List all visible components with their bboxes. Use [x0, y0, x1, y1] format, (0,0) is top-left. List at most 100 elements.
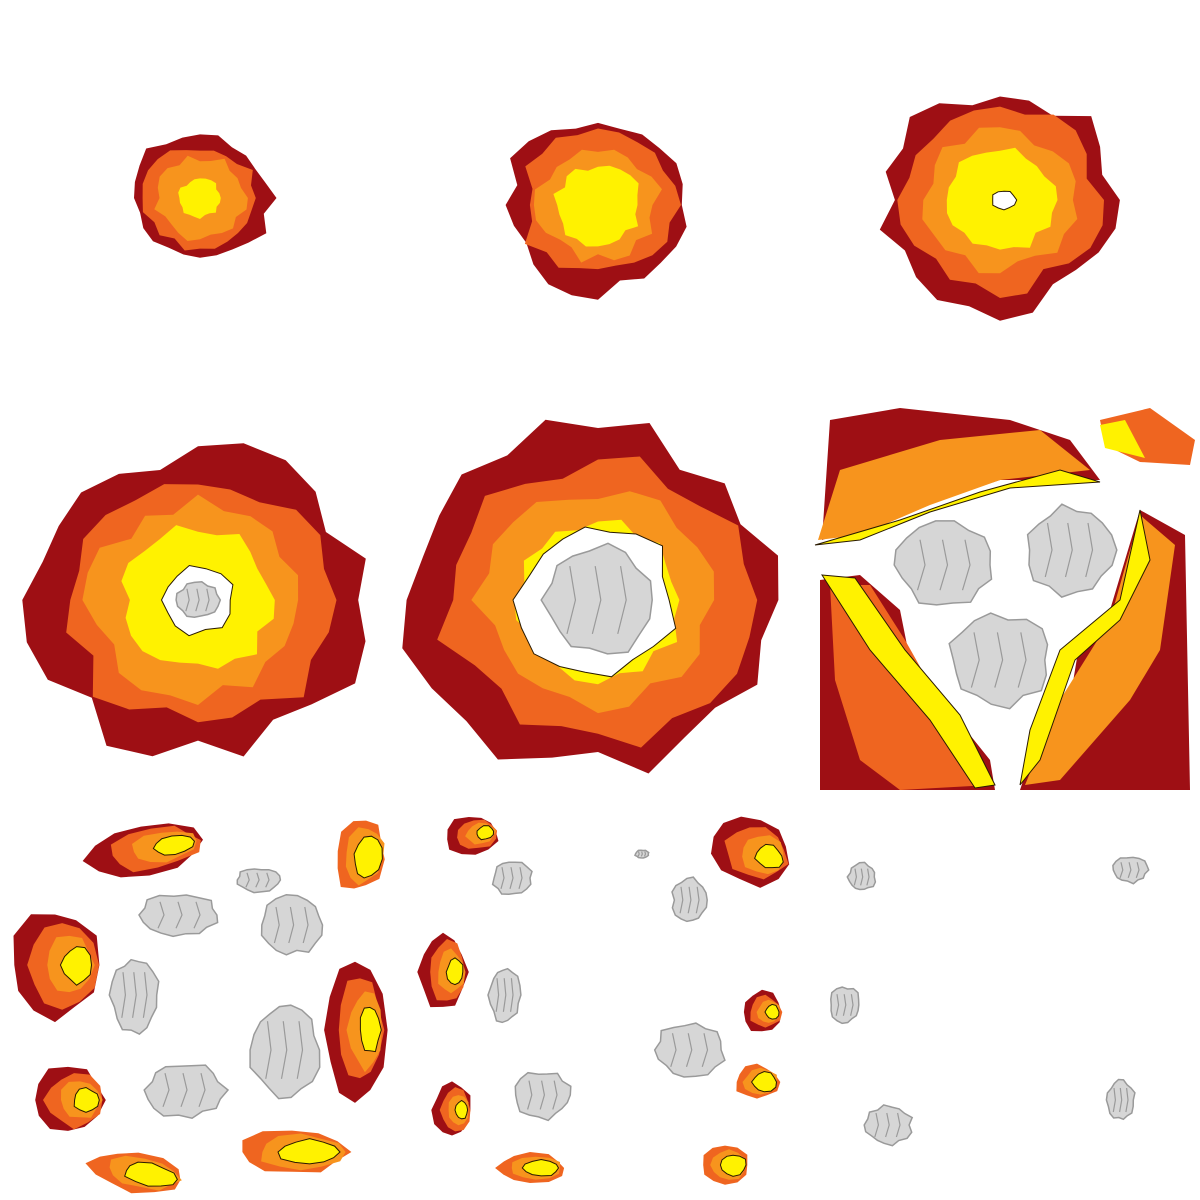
- frame-2-layer-4: [553, 165, 639, 247]
- frame-8-smoke-4: [487, 967, 522, 1024]
- frame-7-smoke-1-crack: [265, 872, 270, 888]
- frame-6-top-shard-edge: [814, 469, 1101, 546]
- frame-9-smoke-3-crack: [850, 994, 854, 1016]
- frame-5: [402, 419, 779, 774]
- frame-7-shard-4-band-4: [359, 1006, 382, 1053]
- frame-8-shard-1: [447, 816, 499, 855]
- frame-6-smoke-1-crack: [961, 539, 971, 591]
- frame-7-shard-5-band-4: [73, 1086, 100, 1113]
- frame-9-smoke-5-crack: [1119, 1087, 1123, 1113]
- frame-8-smoke-5-crack: [670, 1033, 677, 1067]
- frame-6-left-shard-edge: [821, 574, 996, 789]
- frame-9-smoke-5-crack: [1112, 1087, 1117, 1113]
- frame-5-core-smoke-crack: [566, 566, 577, 634]
- frame-5-core-smoke-crack: [591, 566, 602, 634]
- frame-7-smoke-3: [260, 893, 324, 956]
- frame-8-smoke-1-crack: [640, 851, 643, 857]
- frame-8-smoke-2: [491, 861, 533, 895]
- frame-6-smoke-3-crack: [994, 632, 1004, 688]
- frame-8-shard-3-band-4: [445, 957, 464, 986]
- frame-7-smoke-6-crack: [198, 1073, 206, 1108]
- frame-8-smoke-3: [671, 876, 708, 923]
- frame-7-smoke-2: [138, 894, 219, 938]
- frame-7-smoke-4: [108, 958, 160, 1035]
- frame-9-smoke-4: [863, 1104, 914, 1147]
- frame-6-smoke-3-crack: [970, 632, 980, 688]
- frame-9: [830, 856, 1150, 1147]
- frame-7-shard-2: [337, 820, 385, 889]
- frame-6-top-shard-mid: [818, 430, 1090, 540]
- frame-8-shard-6: [431, 1081, 471, 1136]
- frame-4-core-smoke-crack: [205, 588, 210, 612]
- frame-7-smoke-4-crack: [132, 972, 137, 1018]
- frame-9-smoke-1-crack: [860, 868, 864, 886]
- frame-8-smoke-3-crack: [695, 886, 700, 914]
- frame-8-shard-4: [743, 989, 783, 1032]
- frame-7-smoke-3-crack: [273, 906, 280, 944]
- frame-8-smoke-2-crack: [500, 867, 505, 889]
- frame-7-smoke-5-crack: [265, 1021, 272, 1079]
- frame-7-smoke-3-crack: [288, 906, 295, 944]
- frame-8-smoke-4-crack: [495, 978, 500, 1012]
- frame-7-shard-4: [324, 961, 388, 1103]
- frame-6-right-shard-edge: [1019, 509, 1151, 786]
- frame-7-shard-7-band-3: [277, 1138, 341, 1165]
- frame-8-smoke-6-crack: [527, 1080, 533, 1110]
- frame-7-shard-3: [13, 914, 100, 1023]
- frame-7-shard-2-band-3: [353, 835, 383, 879]
- frame-8-shard-5-band-3: [750, 1070, 778, 1093]
- frame-8-smoke-6-crack: [539, 1080, 546, 1110]
- frame-6-smoke-2-crack: [1044, 522, 1053, 578]
- frame-8-shard-7-band-3: [521, 1158, 560, 1177]
- frame-6-smoke-1: [893, 520, 993, 606]
- frame-7-shard-7: [242, 1130, 352, 1173]
- frame-8-shard-5: [736, 1063, 781, 1099]
- frame-7-smoke-4-crack: [121, 972, 127, 1018]
- frame-8-smoke-2-crack: [509, 867, 514, 889]
- frame-9-smoke-1-crack: [866, 868, 870, 886]
- frame-7-smoke-4-crack: [142, 972, 148, 1018]
- frame-6-corner-shard-edge: [1100, 420, 1145, 458]
- frame-9-smoke-4-crack: [874, 1112, 880, 1138]
- frame-8-smoke-3-crack: [687, 886, 692, 914]
- frame-9-smoke-3-crack: [842, 994, 847, 1016]
- frame-4-core-smoke-crack: [185, 588, 190, 612]
- frame-8: [417, 816, 790, 1185]
- frame-7-shard-1-band-4: [152, 834, 196, 856]
- frame-9-smoke-5-crack: [1125, 1087, 1129, 1113]
- frame-7-smoke-2-crack: [175, 901, 183, 929]
- frame-7-shard-5: [35, 1066, 106, 1131]
- frame-8-smoke-4-crack: [510, 978, 514, 1012]
- frame-8-shard-7: [495, 1152, 565, 1183]
- frame-7-smoke-1-crack: [255, 872, 260, 888]
- frame-7-shard-6: [85, 1152, 182, 1194]
- frame-9-smoke-5: [1105, 1078, 1136, 1121]
- frame-9-smoke-4-crack: [895, 1112, 901, 1138]
- frame-8-smoke-3-crack: [679, 886, 684, 914]
- frame-7-smoke-6-crack: [162, 1073, 170, 1108]
- frame-7-smoke-2-crack: [193, 901, 201, 929]
- frame-7: [13, 820, 388, 1194]
- frame-8-shard-8-band-3: [719, 1154, 747, 1177]
- frame-8-shard-8: [703, 1145, 748, 1185]
- frame-9-smoke-1-crack: [853, 868, 858, 886]
- frame-3-core-hole: [992, 190, 1018, 211]
- frame-9-smoke-2-crack: [1135, 862, 1140, 878]
- frame-8-smoke-5-crack: [701, 1033, 709, 1067]
- frame-8-smoke-2-crack: [518, 867, 523, 889]
- frame-5-core-smoke-crack: [617, 566, 627, 634]
- frame-7-shard-6-band-3: [124, 1161, 178, 1187]
- frame-7-smoke-6-crack: [180, 1073, 188, 1108]
- frame-8-smoke-5: [653, 1022, 726, 1078]
- frame-8-smoke-5-crack: [685, 1033, 693, 1067]
- frame-8-shard-2: [710, 816, 790, 888]
- frame-8-smoke-4-crack: [502, 978, 507, 1012]
- frame-7-smoke-5: [249, 1004, 321, 1100]
- frame-8-smoke-6-crack: [552, 1080, 558, 1110]
- frame-6-smoke-3-crack: [1017, 632, 1027, 688]
- frame-8-shard-3: [417, 932, 469, 1008]
- frame-7-smoke-5-crack: [296, 1021, 304, 1079]
- frame-6-smoke-1-crack: [916, 539, 926, 591]
- frame-6-smoke-1-crack: [939, 539, 949, 591]
